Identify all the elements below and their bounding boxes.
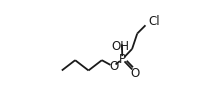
Text: Cl: Cl: [149, 15, 160, 28]
Text: O: O: [130, 67, 140, 80]
Text: O: O: [109, 60, 118, 73]
Text: OH: OH: [112, 40, 130, 53]
Text: P: P: [119, 53, 126, 66]
